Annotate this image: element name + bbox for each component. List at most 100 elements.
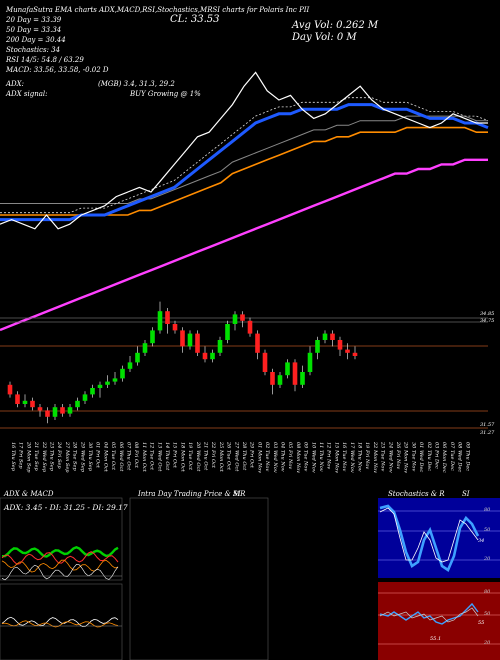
candle-body [75,400,80,408]
candle-body [45,410,50,417]
date-label: 11 Thu Nov [318,442,324,472]
date-label: 05 Tue Oct [110,442,116,471]
candle-body [262,352,268,372]
candle-body [180,330,185,347]
date-label: 18 Mon Oct [179,442,185,473]
date-label: 26 Fri Nov [395,441,401,469]
candle-body [255,333,260,353]
candle-body [172,324,178,331]
candle-body [60,407,65,414]
candle-body [285,362,290,376]
price-label-lower: 31.57 [480,422,495,428]
candle-body [90,388,95,395]
close-price: CL: 33.53 [170,14,220,25]
date-label: 01 Fri Oct [95,442,101,469]
date-label: 13 Wed Oct [156,442,162,472]
candle-body [120,368,125,379]
candle-body [352,352,358,356]
date-label: 29 Wed Sep [79,441,85,473]
day-volume: Day Vol: 0 M [292,32,357,43]
adx-line [1,559,119,573]
header-top-line: MunafaSutra EMA charts ADX,MACD,RSI,Stoc… [6,6,310,14]
ema200-legend: 200 Day = 30.44 [6,36,66,44]
date-label: 03 Fri Dec [434,442,440,469]
date-label: 20 Mon Sep [25,441,31,473]
date-label: 29 Fri Oct [249,441,255,469]
macd-legend: MACD: 33.56, 33.58, -0.02 D [6,66,109,74]
price-label-high: 34.85 [480,311,495,317]
date-label: 16 Tue Nov [341,442,347,471]
date-label: 12 Tue Oct [149,442,155,471]
stoch-panel-bg [378,498,500,578]
date-label: 10 Wed Nov [310,442,316,473]
intraday-si: SI [233,490,241,498]
date-label: 07 Thu Oct [126,442,132,471]
candle-body [15,394,20,404]
adx-white-line [1,564,119,581]
candle-body [225,324,230,340]
date-label: 29 Mon Nov [403,441,409,473]
stoch-last: 34 [478,538,485,544]
candle-body [112,378,118,382]
adx-macd-title: ADX & MACD [4,490,54,498]
ema20-legend: 20 Day = 33.39 [6,16,62,24]
date-label: 08 Wed Dec [457,442,463,472]
macd-signal-line [1,620,119,628]
rsi-tick-20: 20 [484,640,491,646]
date-label: 22 Fri Oct [210,441,216,469]
candle-body [232,314,238,324]
stochastics-legend: Stochastics: 34 [6,46,61,54]
candle-body [150,330,155,344]
date-label: 09 Tue Nov [303,442,309,471]
candle-body [165,311,170,324]
candle-body [37,407,43,411]
candle-body [270,372,275,385]
adx-values: (MGB) 3.4, 31.3, 29.2 [98,80,175,88]
rsi-signal-line [379,607,479,623]
candle-body [127,362,133,369]
candle-body [345,349,350,353]
date-label: 20 Wed Oct [195,441,201,472]
price-label-upper: 34.75 [480,318,495,324]
avg-volume: Avg Vol: 0.262 M [292,20,379,31]
rsi-tick-50: 50 [484,611,491,617]
date-label: 28 Thu Oct [241,441,247,471]
date-label: 06 Mon Dec [441,442,447,473]
date-label: 17 Wed Nov [349,442,355,473]
date-label: 09 Thu Dec [464,442,470,471]
date-label: 15 Mon Nov [333,442,339,473]
date-label: 23 Thu Sep [49,441,55,472]
candle-body [52,407,58,417]
rsi-last: 55 [478,620,485,626]
date-label: 01 Mon Nov [256,442,262,473]
rsi-legend: RSI 14/5: 54.8 / 63.29 [6,56,84,64]
candle-body [22,400,28,404]
candle-body [292,362,298,385]
candle-body [202,352,208,360]
stoch-title: Stochastics & R [388,490,445,498]
date-label: 15 Fri Oct [172,442,178,469]
date-label: 17 Fri Sep [18,442,24,469]
stoch-tick-20: 20 [484,556,491,562]
candle-body [187,333,193,347]
date-label: 26 Tue Oct [226,441,232,471]
date-label: 03 Wed Nov [272,442,278,473]
date-label: 21 Thu Oct [203,441,209,471]
date-label: 12 Fri Nov [326,442,332,469]
stoch-d-line [379,507,479,563]
date-label: 02 Thu Dec [426,442,432,471]
date-label: 30 Tue Nov [410,442,416,471]
intraday-title: Intra Day Trading Price & MR [138,490,246,498]
candle-body [97,384,103,388]
date-label: 22 Mon Nov [372,441,378,473]
candle-body [300,372,305,385]
candle-body [67,407,73,414]
date-label: 23 Tue Nov [380,441,386,471]
candle-body [82,394,88,401]
rsi-tick-80: 80 [484,589,491,595]
macd-line [1,616,119,627]
stoch-tick-50: 50 [484,527,491,533]
date-label: 27 Wed Oct [233,441,239,472]
adx-signal-label: ADX signal: [6,90,48,98]
